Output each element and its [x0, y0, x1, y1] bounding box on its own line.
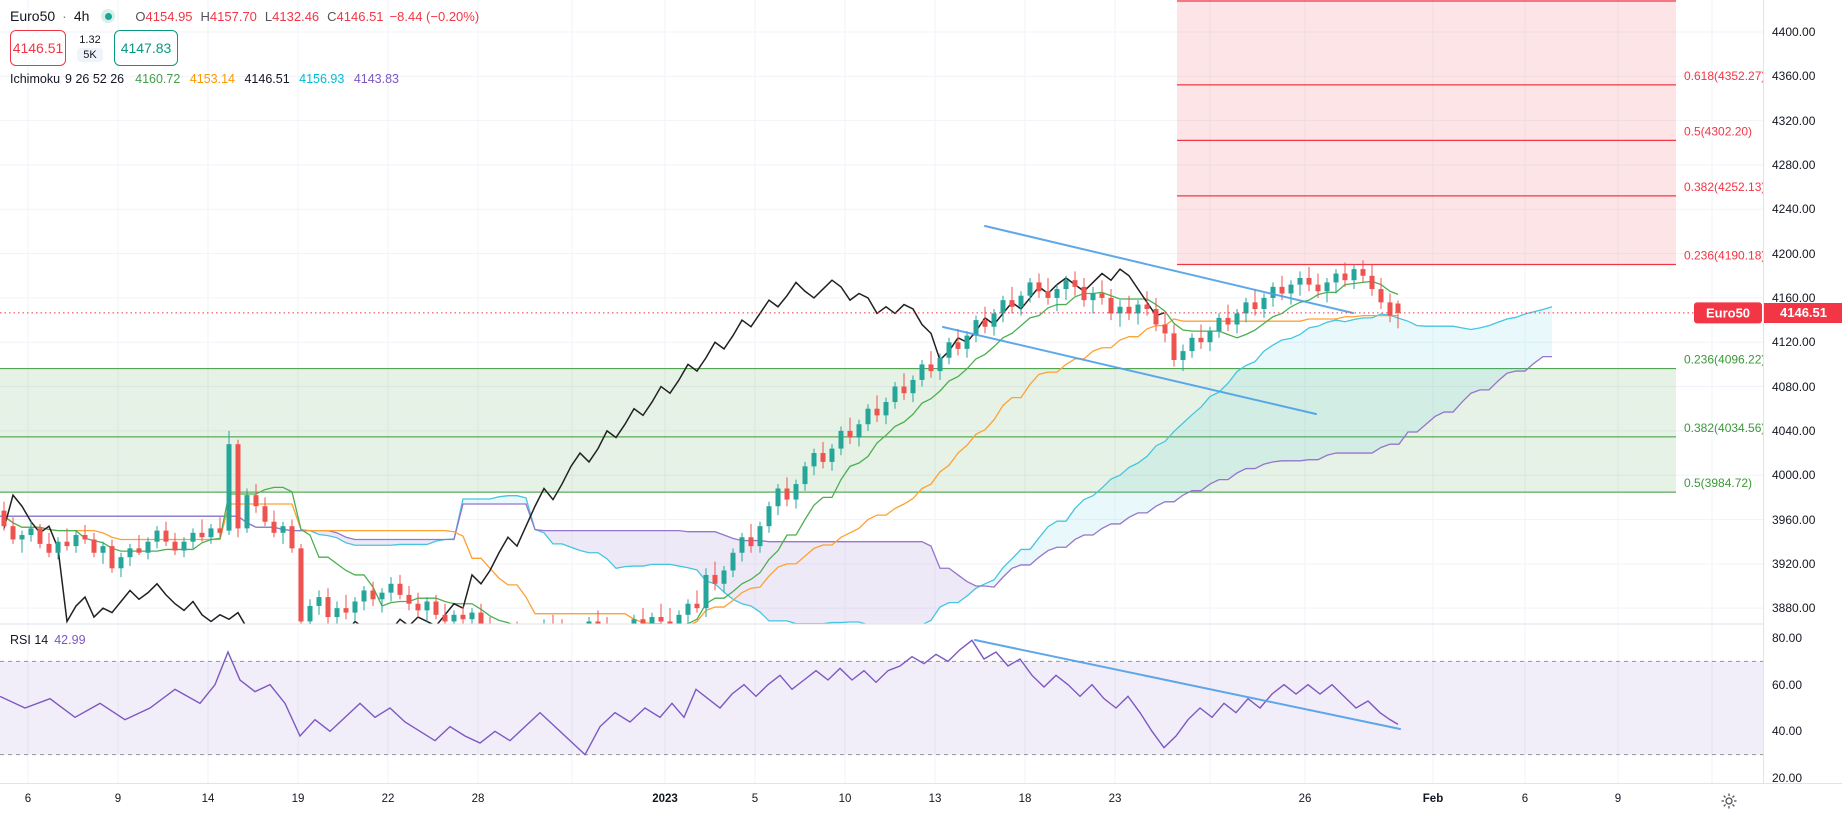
svg-text:0.618(4352.27): 0.618(4352.27): [1684, 69, 1763, 83]
time-tick-label: 6: [24, 793, 32, 805]
price-tick-label: 4080.00: [1772, 379, 1816, 394]
rsi-tick-label: 80.00: [1772, 631, 1803, 645]
svg-text:0.5(4302.20): 0.5(4302.20): [1684, 124, 1752, 138]
lower-channel-trendline[interactable]: [942, 326, 1317, 415]
volume-selector[interactable]: 5K: [77, 48, 103, 62]
rsi-value: 42.99: [54, 633, 86, 647]
fib-zone-upper: [1177, 0, 1676, 266]
time-tick-label: 5: [751, 793, 759, 805]
kijun-value: 4153.14: [189, 72, 235, 86]
rsi-legend[interactable]: RSI 14 42.99: [10, 633, 86, 647]
time-tick-label: 9: [114, 793, 122, 805]
time-axis[interactable]: 6 9 14 19 22 28 2023 5 10 13 18 23 26 Feb 6 9: [0, 783, 1842, 819]
chikou-line: [3, 268, 1165, 624]
market-status-icon: [101, 9, 116, 23]
time-tick-label: 26: [1298, 793, 1312, 805]
rsi-name: RSI 14: [10, 633, 49, 647]
last-price-axis-badge: 4146.51: [1764, 302, 1842, 323]
sell-button[interactable]: 4146.51: [10, 30, 66, 66]
grid-lines: [0, 0, 1763, 783]
svg-text:0.5(3984.72): 0.5(3984.72): [1684, 476, 1752, 490]
symbol-name[interactable]: Euro50: [10, 8, 56, 24]
symbol-legend[interactable]: Euro50 · 4h O4154.95 H4157.70 L4132.46 C…: [10, 8, 479, 24]
ichimoku-name: Ichimoku: [10, 72, 61, 86]
time-tick-label: 22: [381, 793, 395, 805]
close-value: 4146.51: [336, 8, 384, 24]
price-tick-label: 3920.00: [1772, 556, 1816, 571]
low-value: 4132.46: [272, 8, 320, 24]
candles-layer: [1, 260, 1401, 624]
high-value: 4157.70: [209, 8, 257, 24]
svg-text:0.382(4034.56): 0.382(4034.56): [1684, 421, 1763, 435]
senkou-a-value: 4156.93: [299, 72, 345, 86]
price-tick-label: 4040.00: [1772, 423, 1816, 438]
chikou-value: 4146.51: [244, 72, 290, 86]
price-tick-label: 4120.00: [1772, 335, 1816, 350]
change-readout: −8.44 (−0.20%): [389, 8, 480, 24]
legend-separator: ·: [62, 8, 67, 24]
time-tick-label: 13: [928, 793, 942, 805]
time-tick-label: 6: [1521, 793, 1529, 805]
interval-label[interactable]: 4h: [73, 8, 90, 24]
upper-channel-trendline[interactable]: [984, 225, 1354, 314]
ichimoku-cloud: [0, 306, 1553, 624]
price-tick-label: 3880.00: [1772, 601, 1816, 616]
price-tick-label: 4400.00: [1772, 25, 1816, 39]
rsi-tick-label: 60.00: [1772, 677, 1803, 692]
time-tick-label: 10: [838, 793, 852, 805]
price-tick-label: 4200.00: [1772, 246, 1816, 261]
ohlc-readout: O4154.95 H4157.70 L4132.46 C4146.51: [135, 8, 384, 24]
price-tick-label: 4160.00: [1772, 290, 1816, 305]
time-tick-label: 19: [291, 793, 305, 805]
time-tick-label: 18: [1018, 793, 1032, 805]
rsi-trendline[interactable]: [974, 639, 1401, 730]
time-tick-label: 14: [201, 793, 215, 805]
rsi-tick-label: 20.00: [1772, 770, 1803, 785]
price-tick-label: 4240.00: [1772, 202, 1816, 217]
price-axis[interactable]: 4400.00 4360.00 4320.00 4280.00 4240.00 4200.…: [1763, 0, 1842, 785]
ichimoku-legend[interactable]: Ichimoku 9 26 52 26 4160.72 4153.14 4146…: [10, 72, 399, 86]
price-tick-label: 4360.00: [1772, 69, 1816, 84]
order-panel: 4146.51 1.32 5K 4147.83: [10, 30, 178, 66]
open-value: 4154.95: [145, 8, 193, 24]
price-tick-label: 3960.00: [1772, 512, 1816, 527]
price-tick-label: 4280.00: [1772, 157, 1816, 172]
tenkan-value: 4160.72: [135, 72, 181, 86]
time-tick-label: 28: [471, 793, 485, 805]
svg-text:0.236(4096.22): 0.236(4096.22): [1684, 353, 1763, 367]
axis-settings-gear-icon[interactable]: [1718, 790, 1740, 812]
price-tick-label: 4000.00: [1772, 468, 1816, 483]
time-tick-label: 2023: [652, 793, 678, 805]
chart-canvas[interactable]: 0.618(4352.27) 0.5(4302.20) 0.382(4252.13)…: [0, 0, 1763, 783]
senkou-b-value: 4143.83: [353, 72, 399, 86]
fib-labels: 0.618(4352.27) 0.5(4302.20) 0.382(4252.13)…: [1684, 69, 1763, 490]
rsi-tick-label: 40.00: [1772, 724, 1803, 739]
ichimoku-params: 9 26 52 26: [65, 72, 125, 86]
fib-zone-lower: [0, 368, 1676, 493]
time-tick-label: 9: [1614, 793, 1622, 805]
time-tick-label: Feb: [1422, 793, 1444, 805]
svg-text:Euro50: Euro50: [1706, 305, 1750, 320]
time-tick-label: 23: [1108, 793, 1122, 805]
buy-button[interactable]: 4147.83: [114, 30, 178, 66]
ichimoku-values: 4160.72 4153.14 4146.51 4156.93 4143.83: [129, 72, 399, 86]
rsi-pane: [0, 639, 1763, 756]
svg-text:0.382(4252.13): 0.382(4252.13): [1684, 180, 1763, 194]
svg-text:0.236(4190.18): 0.236(4190.18): [1684, 248, 1763, 262]
spread-value: 1.32: [79, 34, 101, 46]
price-tick-label: 4320.00: [1772, 113, 1816, 128]
last-price-symbol-badge: Euro50: [1694, 302, 1762, 324]
